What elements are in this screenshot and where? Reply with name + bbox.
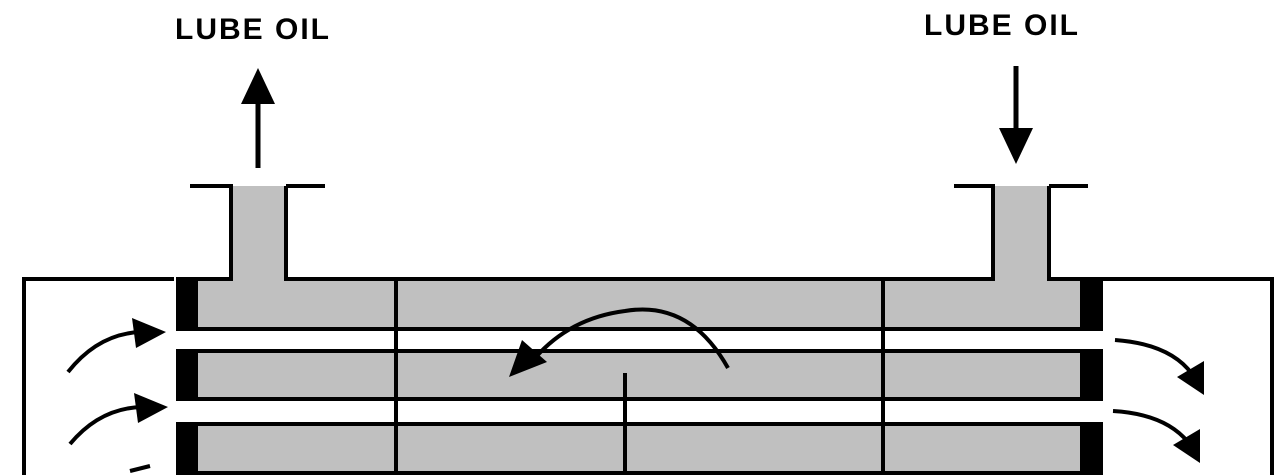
left-tube-sheet — [176, 281, 198, 475]
inlet-nozzle-fill — [994, 186, 1049, 282]
left-inflow-arrow-icon — [66, 318, 168, 473]
inlet-arrow-icon — [999, 66, 1033, 164]
tube-3 — [176, 422, 1103, 475]
right-outflow-arrow-icon — [1112, 338, 1204, 463]
outlet-arrow-icon — [241, 68, 275, 168]
outlet-label: LUBE OIL — [175, 13, 331, 46]
header-outline — [176, 184, 1103, 281]
inlet-label: LUBE OIL — [924, 9, 1080, 42]
tube-2 — [176, 349, 1103, 401]
shell-outline — [22, 277, 1274, 475]
outlet-nozzle-fill — [231, 186, 286, 282]
internal-flow-arrow-icon — [509, 307, 730, 377]
tube-1 — [176, 281, 1103, 331]
right-tube-sheet — [1080, 281, 1103, 475]
